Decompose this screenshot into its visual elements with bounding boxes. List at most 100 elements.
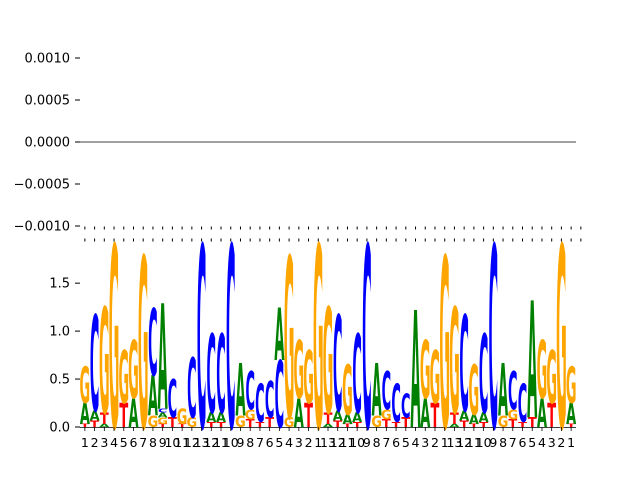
svg-text:G: G [284, 416, 295, 431]
logo-column: ATG [99, 280, 110, 448]
logo-letter-T: T [333, 419, 342, 430]
svg-text:C: C [187, 342, 197, 437]
bottom-xtick-label: 5 [402, 435, 410, 450]
logo-letter-G: G [342, 351, 353, 432]
svg-text:A: A [148, 366, 158, 429]
bottom-xtick-label: 6 [519, 435, 527, 450]
bottom-xtick-label: 1 [441, 435, 449, 450]
bottom-xtick-label: 4 [285, 435, 293, 450]
svg-text:T: T [246, 417, 255, 429]
logo-letter-A: A [498, 350, 508, 434]
bottom-xtick-label: 12 [330, 435, 346, 450]
svg-text:A: A [158, 412, 168, 420]
logo-letter-G: G [177, 406, 188, 430]
svg-text:T: T [119, 397, 128, 435]
logo-column: TAG [342, 351, 353, 432]
svg-text:A: A [352, 411, 363, 426]
logo-letter-T: T [431, 397, 440, 435]
logo-letter-A: A [527, 268, 537, 455]
bottom-xtick-label: 10 [164, 435, 180, 450]
logo-letter-C: C [148, 290, 158, 398]
svg-text:G: G [430, 338, 441, 422]
logo-letter-G: G [323, 280, 334, 448]
logo-letter-G: G [128, 326, 139, 418]
logo-column: GA [371, 350, 382, 434]
svg-text:A: A [479, 411, 490, 426]
logo-column: AG [420, 326, 431, 437]
bottom-xtick-label: 9 [236, 435, 244, 450]
logo-letter-T: T [508, 417, 517, 429]
svg-text:A: A [216, 411, 227, 426]
bottom-xtick-label: 13 [194, 435, 210, 450]
top-panel: 0.0010 0.0005 0.0000 −0.0005 −0.0010 [14, 52, 576, 235]
logo-column: C [197, 195, 207, 480]
logo-letter-T: T [460, 419, 469, 430]
bottom-xtick-label: 11 [213, 435, 229, 450]
logo-column: TA [527, 268, 537, 455]
logo-letter-A: A [459, 409, 470, 424]
logo-column: TG [546, 338, 557, 435]
bottom-xtick-label: 11 [174, 435, 190, 450]
svg-text:G: G [546, 338, 557, 422]
logo-letter-A: A [90, 409, 101, 424]
svg-text:G: G [148, 414, 159, 431]
logo-column: TGC [507, 362, 518, 430]
logo-letter-G: G [294, 326, 305, 418]
svg-text:C: C [168, 369, 178, 431]
logo-letter-T: T [528, 416, 537, 431]
svg-text:C: C [333, 290, 343, 443]
bottom-xtick-label: 3 [548, 435, 556, 450]
svg-text:T: T [382, 417, 391, 429]
svg-text:T: T [567, 424, 576, 429]
svg-text:G: G [420, 326, 431, 418]
logo-letter-T: T [90, 419, 99, 430]
logo-letter-A: A [216, 411, 227, 426]
svg-text:G: G [556, 195, 567, 480]
svg-text:G: G [284, 213, 295, 470]
svg-text:T: T [255, 421, 264, 429]
svg-text:G: G [381, 408, 392, 423]
bottom-ytick-label: 1.5 [49, 277, 70, 292]
logo-column: ATG [449, 280, 460, 448]
logo-letter-G: G [546, 338, 557, 422]
svg-text:T: T [324, 411, 333, 428]
svg-text:A: A [274, 294, 284, 378]
bottom-xtick-label: 5 [275, 435, 283, 450]
svg-text:A: A [235, 350, 245, 434]
svg-text:C: C [508, 362, 518, 424]
bottom-xtick-label: 6 [392, 435, 400, 450]
bottom-xtick-label: 4 [110, 435, 118, 450]
svg-text:G: G [118, 338, 129, 422]
logo-column: TAC [333, 290, 344, 443]
logo-letter-T: T [168, 416, 177, 431]
svg-text:T: T [450, 411, 459, 428]
svg-text:A: A [469, 413, 480, 428]
logo-letter-G: G [245, 408, 256, 423]
logo-column: TAC [479, 314, 490, 439]
logo-letter-C: C [382, 362, 392, 424]
svg-text:G: G [507, 408, 518, 423]
svg-text:A: A [459, 409, 470, 424]
logo-letter-C: C [459, 290, 469, 443]
svg-text:T: T [178, 424, 187, 429]
svg-text:G: G [469, 351, 480, 432]
logo-column: TAC [90, 290, 101, 443]
logo-letter-C: C [255, 374, 265, 436]
logo-letter-C: C [265, 371, 275, 430]
svg-text:T: T [304, 397, 313, 435]
svg-text:T: T [217, 421, 226, 429]
svg-text:T: T [333, 419, 342, 430]
svg-text:A: A [566, 398, 576, 432]
logo-column: TAG [80, 356, 91, 431]
logo-column: TAC [206, 314, 217, 439]
logo-letter-G: G [420, 326, 431, 418]
bottom-ytick-label: 1.0 [49, 325, 70, 340]
bottom-xtick-label: 5 [120, 435, 128, 450]
svg-text:G: G [294, 326, 305, 418]
svg-text:G: G [187, 416, 198, 431]
bottom-xtick-label: 1 [81, 435, 89, 450]
logo-letter-T: T [479, 421, 488, 429]
logo-letter-C: C [90, 290, 100, 443]
logo-letter-T: T [207, 421, 216, 429]
svg-text:C: C [197, 195, 207, 480]
